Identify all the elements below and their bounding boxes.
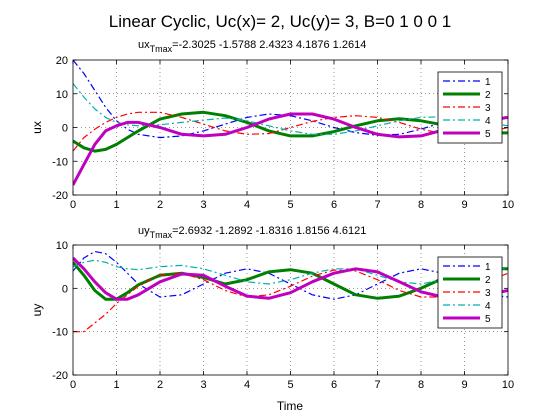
y-tick-label: 20 bbox=[56, 55, 68, 67]
legend-label-2: 2 bbox=[485, 275, 491, 286]
tmax-annotation: uxTmax=-2.3025 -1.5788 2.4323 4.1876 1.2… bbox=[138, 39, 366, 54]
x-tick-label: 9 bbox=[461, 199, 467, 211]
x-tick-label: 2 bbox=[157, 199, 163, 211]
x-tick-label: 10 bbox=[502, 379, 514, 391]
y-tick-label: 0 bbox=[62, 123, 68, 135]
x-tick-label: 3 bbox=[200, 199, 206, 211]
y-tick-label: -20 bbox=[52, 190, 68, 202]
annotation-values: =2.6932 -1.2892 -1.8316 1.8156 4.6121 bbox=[172, 225, 366, 237]
y-tick-label: 0 bbox=[62, 283, 68, 295]
annotation-subscript: Tmax bbox=[150, 230, 173, 240]
series-line-5 bbox=[73, 112, 508, 186]
x-tick-label: 3 bbox=[200, 379, 206, 391]
series-line-2 bbox=[73, 110, 508, 153]
annotation-base: ux bbox=[138, 39, 150, 51]
series-line-5 bbox=[73, 256, 508, 301]
legend-label-4: 4 bbox=[485, 116, 491, 127]
x-tick-label: 8 bbox=[418, 199, 424, 211]
legend-label-5: 5 bbox=[485, 314, 491, 325]
series-line-1 bbox=[73, 250, 508, 300]
x-tick-label: 7 bbox=[374, 379, 380, 391]
y-tick-label: -10 bbox=[52, 156, 68, 168]
legend-label-4: 4 bbox=[485, 301, 491, 312]
y-tick-label: 10 bbox=[56, 240, 68, 252]
y-axis-label: ux bbox=[30, 121, 44, 134]
series-line-4 bbox=[73, 259, 508, 285]
annotation-values: =-2.3025 -1.5788 2.4323 4.1876 1.2614 bbox=[172, 39, 366, 51]
legend-label-1: 1 bbox=[485, 262, 491, 273]
x-tick-label: 5 bbox=[287, 199, 293, 211]
x-tick-label: 8 bbox=[418, 379, 424, 391]
x-tick-label: 4 bbox=[244, 199, 250, 211]
legend: 1 2 3 4 5 bbox=[437, 71, 503, 144]
y-tick-label: 10 bbox=[56, 89, 68, 101]
x-tick-label: 9 bbox=[461, 379, 467, 391]
legend-label-1: 1 bbox=[485, 77, 491, 88]
annotation-base: uy bbox=[138, 225, 150, 237]
y-axis-label: uy bbox=[30, 304, 44, 317]
x-tick-label: 6 bbox=[331, 379, 337, 391]
x-tick-label: 1 bbox=[113, 199, 119, 211]
series-line-3 bbox=[73, 269, 508, 333]
y-tick-label: -20 bbox=[52, 370, 68, 382]
x-tick-label: 2 bbox=[157, 379, 163, 391]
series-line-1 bbox=[73, 60, 508, 139]
x-tick-label: 5 bbox=[287, 379, 293, 391]
y-tick-label: -10 bbox=[52, 327, 68, 339]
x-tick-label: 1 bbox=[113, 379, 119, 391]
x-tick-label: 0 bbox=[70, 379, 76, 391]
series-line-3 bbox=[73, 111, 508, 152]
legend-label-3: 3 bbox=[485, 288, 491, 299]
x-tick-label: 10 bbox=[502, 199, 514, 211]
x-tick-label: 0 bbox=[70, 199, 76, 211]
tmax-annotation: uyTmax=2.6932 -1.2892 -1.8316 1.8156 4.6… bbox=[138, 225, 366, 240]
figure-title: Linear Cyclic, Uc(x)= 2, Uc(y)= 3, B=0 1… bbox=[109, 12, 452, 31]
x-tick-label: 6 bbox=[331, 199, 337, 211]
annotation-subscript: Tmax bbox=[150, 44, 173, 54]
x-axis-label: Time bbox=[277, 399, 304, 413]
ux-plot: 0 1 2 3 4 5 6 7 8 9 10-20-1001020uxuxTmax=-2.3025 … bbox=[30, 39, 514, 211]
x-tick-label: 7 bbox=[374, 199, 380, 211]
x-tick-label: 4 bbox=[244, 379, 250, 391]
legend-label-2: 2 bbox=[485, 90, 491, 101]
legend: 1 2 3 4 5 bbox=[437, 256, 503, 329]
legend-label-3: 3 bbox=[485, 103, 491, 114]
legend-label-5: 5 bbox=[485, 129, 491, 140]
